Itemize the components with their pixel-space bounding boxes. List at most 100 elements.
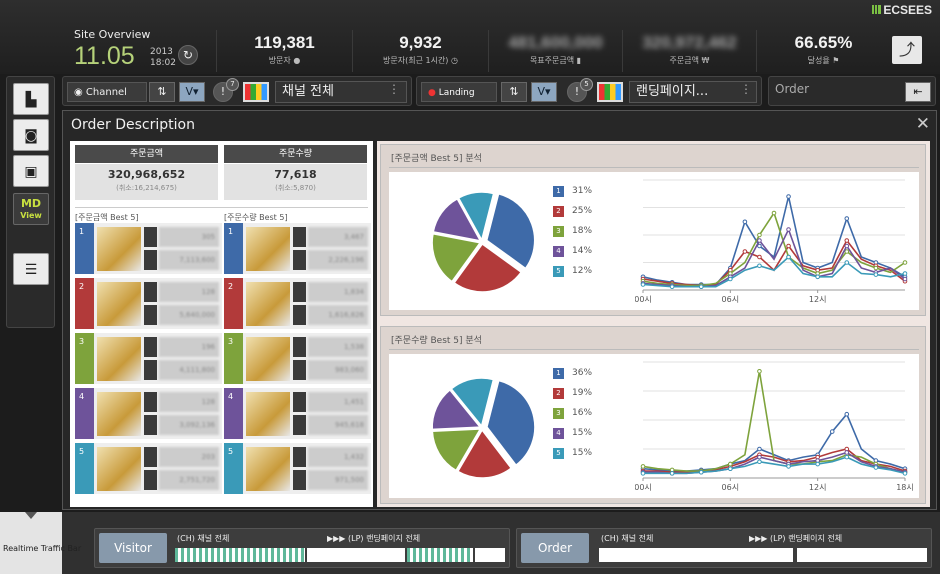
product-thumbnail: [97, 392, 141, 436]
item-count: 1,834: [308, 282, 368, 302]
md-text: MD: [20, 197, 42, 210]
legend-value: 18%: [572, 226, 593, 236]
best-qty-item[interactable]: 3 1,538 983,060: [224, 333, 371, 384]
amount-pie-chart: [431, 191, 536, 293]
legend-value: 15%: [572, 448, 593, 458]
tag-icon: [293, 282, 306, 302]
tree-icon[interactable]: ⋮: [388, 82, 400, 96]
alert-badge: 7: [226, 78, 239, 91]
x-tick-label: 06시: [722, 295, 740, 304]
best-amount-item[interactable]: 1 305 7,113,600: [75, 223, 222, 274]
data-point: [757, 238, 762, 243]
channel-select-text: 채널 전체: [282, 84, 334, 99]
best-amount-item[interactable]: 5 203 2,751,720: [75, 443, 222, 494]
legend-swatch: 1: [553, 186, 564, 197]
swap-icon[interactable]: ⇅: [149, 82, 175, 102]
tag-icon: [144, 392, 157, 412]
item-count: 305: [159, 227, 219, 247]
best-amount-item[interactable]: 3 196 4,111,800: [75, 333, 222, 384]
kpi-achievement: 66.65% 달성율 ⚑: [756, 30, 890, 72]
best-amount-item[interactable]: 2 128 5,640,000: [75, 278, 222, 329]
order-lp-bar: [797, 548, 927, 562]
rank-number: 2: [75, 278, 94, 329]
data-point: [844, 454, 850, 460]
camera-icon[interactable]: ◙: [13, 119, 49, 151]
data-point: [844, 243, 850, 249]
series-line: [642, 211, 906, 287]
list-icon[interactable]: ☰: [13, 253, 49, 285]
order-traffic-box: Order (CH) 채널 전체 ▶▶▶ (LP) 랜딩페이지 전체: [516, 528, 932, 568]
kpi-label-text: 목표주문금액: [529, 56, 575, 65]
best-qty-item[interactable]: 1 3,467 2,226,196: [224, 223, 371, 274]
order-control: Order ⇤: [768, 76, 936, 106]
landing-label: ● Landing page: [421, 82, 497, 118]
version-button[interactable]: V▾: [179, 82, 205, 102]
visitor-end-bar: [475, 548, 505, 562]
item-amount: 2,226,196: [308, 250, 368, 270]
best-qty-item[interactable]: 4 1,451 945,618: [224, 388, 371, 439]
color-palette-icon[interactable]: [597, 82, 623, 102]
kpi-label-text: 방문자: [268, 56, 291, 65]
alert-icon[interactable]: ! 7: [213, 78, 239, 102]
data-point: [844, 411, 850, 417]
x-tick-label: 12시: [809, 483, 827, 492]
close-icon[interactable]: ✕: [915, 114, 930, 134]
item-amount: 983,060: [308, 360, 368, 380]
x-tick-label: 06시: [722, 483, 740, 492]
color-palette-icon[interactable]: [243, 82, 269, 102]
version-button[interactable]: V▾: [531, 82, 557, 102]
bookmark-icon[interactable]: ▙: [13, 83, 49, 115]
record-icon: ●: [428, 88, 436, 98]
divider: [389, 167, 919, 168]
pie-slice: [431, 428, 482, 472]
item-amount: 5,640,000: [159, 305, 219, 325]
layout-icon[interactable]: ▣: [13, 155, 49, 187]
channel-select[interactable]: 채널 전체: [275, 81, 407, 103]
kpi-label: 주문금액 ₩: [669, 56, 710, 65]
data-point: [771, 210, 777, 216]
bar-chart-icon: ▮: [576, 56, 582, 65]
traffic-bar-toggle[interactable]: Realtime Traffic Bar: [0, 512, 81, 574]
md-view-button[interactable]: MD View: [13, 193, 49, 225]
legend-value: 12%: [572, 266, 593, 276]
brand-bars-icon: [872, 5, 882, 14]
alert-icon[interactable]: ! 5: [567, 78, 593, 102]
tag-icon: [293, 360, 306, 380]
best-qty-item[interactable]: 2 1,834 1,616,826: [224, 278, 371, 329]
collapse-arrow-icon[interactable]: [25, 512, 37, 519]
legend-swatch: 3: [553, 226, 564, 237]
best-qty-item[interactable]: 5 1,432 971,500: [224, 443, 371, 494]
order-button[interactable]: Order: [521, 533, 589, 563]
summary-amount-value: 320,968,652: [107, 168, 186, 181]
trend-chart-icon[interactable]: ⤴: [892, 36, 922, 64]
tree-icon[interactable]: ⋮: [740, 82, 752, 96]
data-point: [902, 471, 908, 476]
time-text: 18:02: [150, 58, 176, 68]
visitor-button[interactable]: Visitor: [99, 533, 167, 563]
summary-amount-cancel: (취소:16,214,675): [116, 184, 177, 192]
rank-number: 2: [224, 278, 243, 329]
top-bar: [0, 0, 940, 74]
product-thumbnail: [246, 282, 290, 326]
data-point: [698, 469, 704, 475]
pie-slice: [450, 377, 495, 428]
legend-value: 16%: [572, 408, 593, 418]
rank-number: 3: [75, 333, 94, 384]
legend-value: 31%: [572, 186, 593, 196]
year-text: 2013: [150, 47, 173, 57]
kpi-value: 481,600,000: [508, 33, 603, 52]
collapse-icon[interactable]: ⇤: [905, 82, 931, 102]
qty-panel-title: [주문수량 Best 5] 분석: [391, 336, 482, 346]
landing-select[interactable]: 랜딩페이지...: [629, 81, 757, 103]
refresh-icon[interactable]: ↻: [178, 45, 198, 65]
pie-slice: [485, 192, 536, 270]
kpi-value: 66.65%: [794, 33, 853, 52]
order-description-modal: Order Description ✕ 주문금액 320,968,652 (취소…: [62, 110, 937, 510]
swap-icon[interactable]: ⇅: [501, 82, 527, 102]
best-amount-item[interactable]: 4 128 3,092,136: [75, 388, 222, 439]
item-count: 3,467: [308, 227, 368, 247]
series-line: [642, 371, 906, 473]
rank-number: 5: [224, 443, 243, 494]
landing-select-text: 랜딩페이지...: [636, 84, 709, 99]
kpi-value: 320,972,462: [642, 33, 737, 52]
